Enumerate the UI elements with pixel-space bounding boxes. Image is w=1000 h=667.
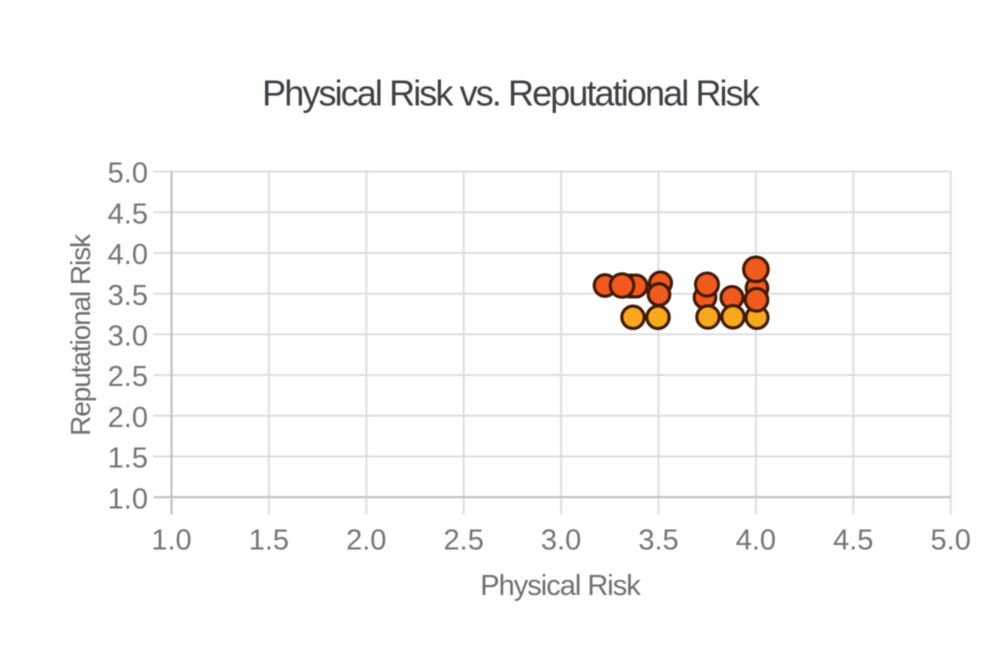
svg-text:Physical Risk vs. Reputational: Physical Risk vs. Reputational Risk: [262, 73, 761, 114]
svg-text:2.5: 2.5: [108, 361, 148, 393]
svg-text:3.0: 3.0: [541, 525, 581, 557]
svg-text:5.0: 5.0: [931, 525, 971, 557]
svg-text:3.5: 3.5: [638, 525, 678, 557]
svg-text:1.0: 1.0: [151, 525, 191, 557]
svg-text:1.0: 1.0: [108, 483, 148, 515]
svg-text:2.0: 2.0: [346, 525, 386, 557]
svg-text:3.0: 3.0: [108, 320, 148, 352]
svg-text:2.5: 2.5: [444, 525, 484, 557]
svg-text:3.5: 3.5: [108, 280, 148, 312]
svg-text:4.5: 4.5: [108, 198, 148, 230]
svg-text:Reputational Risk: Reputational Risk: [65, 233, 96, 436]
svg-text:Physical Risk: Physical Risk: [480, 570, 641, 602]
svg-text:1.5: 1.5: [108, 443, 148, 475]
svg-text:4.0: 4.0: [736, 525, 776, 557]
svg-text:2.0: 2.0: [108, 402, 148, 434]
svg-text:1.5: 1.5: [249, 525, 289, 557]
svg-text:5.0: 5.0: [108, 158, 148, 190]
svg-text:4.5: 4.5: [833, 525, 873, 557]
svg-text:4.0: 4.0: [108, 239, 148, 271]
